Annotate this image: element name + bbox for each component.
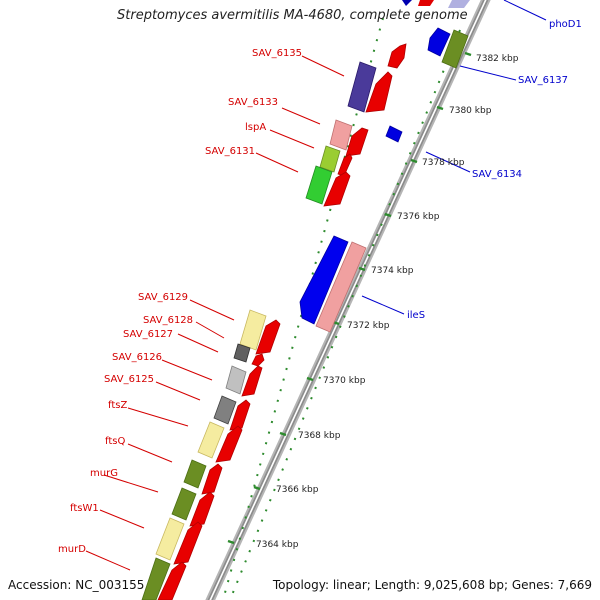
strand-guide-left bbox=[222, 17, 384, 600]
feature-box-murG[interactable] bbox=[171, 487, 197, 521]
feature-box-ftsW1[interactable] bbox=[155, 517, 185, 561]
gene-label-sav6129[interactable]: SAV_6129 bbox=[138, 292, 188, 303]
gene-label-iles[interactable]: ileS bbox=[407, 310, 425, 321]
genome-title: Streptomyces avermitilis MA-4680, comple… bbox=[117, 8, 468, 23]
gene-label-phod1[interactable]: phoD1 bbox=[549, 19, 582, 30]
feature-arrow-murG[interactable] bbox=[189, 491, 215, 527]
scale-label: 7366 kbp bbox=[276, 485, 319, 495]
gene-label-sav6135[interactable]: SAV_6135 bbox=[252, 48, 302, 59]
scale-label: 7380 kbp bbox=[449, 106, 492, 116]
feature-arrow-6134[interactable] bbox=[385, 125, 403, 143]
gene-label-sav6125[interactable]: SAV_6125 bbox=[104, 374, 154, 385]
feature-arrow-phoD1[interactable] bbox=[427, 27, 451, 57]
leader-lines-right bbox=[361, 0, 547, 315]
scale-label: 7378 kbp bbox=[422, 158, 465, 168]
gene-label-sav6137[interactable]: SAV_6137 bbox=[518, 75, 568, 86]
gene-label-ftsz[interactable]: ftsZ bbox=[108, 400, 127, 411]
gene-label-ftsw1[interactable]: ftsW1 bbox=[70, 503, 99, 514]
scale-label: 7382 kbp bbox=[476, 54, 519, 64]
feature-arrow-6131[interactable] bbox=[323, 171, 351, 207]
feature-arrow-6129[interactable] bbox=[255, 319, 281, 355]
gene-label-sav6134[interactable]: SAV_6134 bbox=[472, 169, 522, 180]
feature-arrow-6135[interactable] bbox=[387, 43, 407, 69]
feature-box-murD[interactable] bbox=[141, 557, 171, 600]
gene-label-sav6127[interactable]: SAV_6127 bbox=[123, 329, 173, 340]
feature-box-6129[interactable] bbox=[239, 309, 267, 351]
scale-label: 7368 kbp bbox=[298, 431, 341, 441]
feature-arrow-lspA[interactable] bbox=[337, 153, 353, 177]
feature-box-6133[interactable] bbox=[329, 119, 353, 151]
feature-arrow-ftsQ[interactable] bbox=[201, 463, 223, 495]
feature-arrow-6133[interactable] bbox=[345, 127, 369, 157]
feature-box-ileS-b[interactable] bbox=[315, 241, 367, 333]
feature-box-ftsQ[interactable] bbox=[183, 459, 207, 489]
accession-text: Accession: NC_003155 bbox=[8, 578, 145, 592]
leader-lines-left bbox=[85, 55, 345, 571]
feature-arrow-ftsZ[interactable] bbox=[215, 425, 243, 463]
scale-label: 7364 kbp bbox=[256, 540, 299, 550]
feature-arrow-6135b[interactable] bbox=[365, 71, 393, 113]
genome-backbone bbox=[205, 0, 491, 600]
feature-box-6128[interactable] bbox=[233, 343, 251, 363]
gene-label-lspa[interactable]: lspA bbox=[245, 122, 266, 133]
feature-box-6126[interactable] bbox=[225, 365, 247, 395]
feature-arrow-ftsW1[interactable] bbox=[173, 521, 203, 565]
feature-arrow-ileS[interactable] bbox=[299, 235, 349, 325]
gene-label-ftsq[interactable]: ftsQ bbox=[105, 436, 125, 447]
gene-label-sav6128[interactable]: SAV_6128 bbox=[143, 315, 193, 326]
feature-box-6135[interactable] bbox=[347, 61, 377, 113]
scale-label: 7374 kbp bbox=[371, 266, 414, 276]
feature-box-6137[interactable] bbox=[441, 29, 469, 69]
feature-box-ftsZ[interactable] bbox=[197, 421, 225, 459]
genome-summary-text: Topology: linear; Length: 9,025,608 bp; … bbox=[272, 578, 592, 592]
feature-box-6131[interactable] bbox=[305, 165, 333, 205]
scale-label: 7370 kbp bbox=[323, 376, 366, 386]
gene-label-sav6126[interactable]: SAV_6126 bbox=[112, 352, 162, 363]
feature-box-6125[interactable] bbox=[213, 395, 237, 425]
feature-arrow-murD[interactable] bbox=[157, 561, 187, 600]
feature-arrow-6127[interactable] bbox=[251, 353, 265, 367]
scale-label: 7376 kbp bbox=[397, 212, 440, 222]
feature-box-lspA[interactable] bbox=[319, 145, 341, 173]
top-edge-features bbox=[402, 0, 470, 8]
feature-arrow-6126[interactable] bbox=[241, 365, 263, 397]
gene-label-sav6131[interactable]: SAV_6131 bbox=[205, 146, 255, 157]
scale-labels: 7382 kbp 7380 kbp 7378 kbp 7376 kbp 7374… bbox=[256, 54, 519, 550]
gene-label-murd[interactable]: murD bbox=[58, 544, 86, 555]
gene-label-murg[interactable]: murG bbox=[90, 468, 118, 479]
scale-label: 7372 kbp bbox=[347, 321, 390, 331]
gene-labels-left: SAV_6135 SAV_6133 lspA SAV_6131 SAV_6129… bbox=[58, 48, 302, 555]
gene-label-sav6133[interactable]: SAV_6133 bbox=[228, 97, 278, 108]
gene-labels-right: phoD1 SAV_6137 SAV_6134 ileS bbox=[407, 19, 582, 321]
feature-arrow-6125[interactable] bbox=[229, 399, 251, 431]
